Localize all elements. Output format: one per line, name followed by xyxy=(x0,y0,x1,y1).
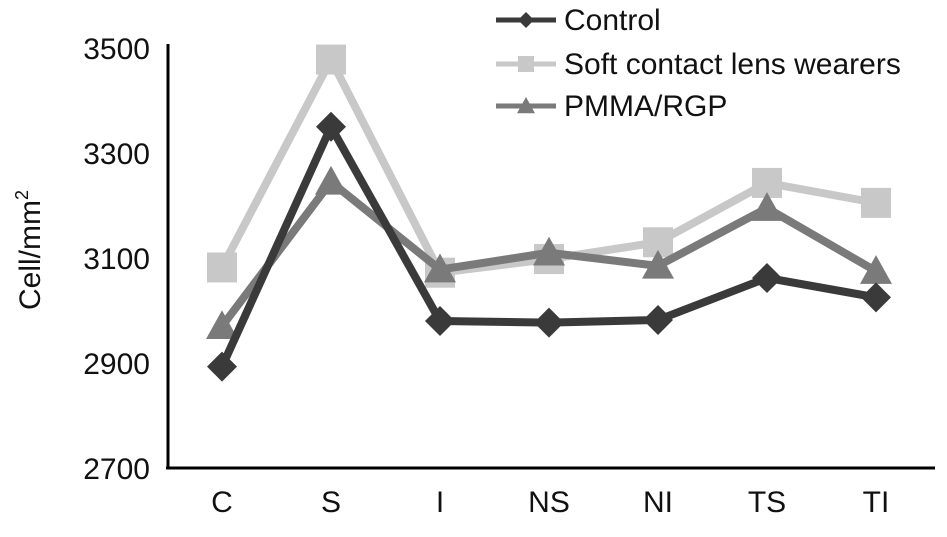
legend-label: Soft contact lens wearers xyxy=(564,48,901,81)
x-tick-label: NI xyxy=(643,486,673,519)
legend-swatch-marker xyxy=(518,56,534,72)
data-point xyxy=(315,165,347,195)
legend-swatch-marker xyxy=(517,97,535,114)
data-point xyxy=(206,310,238,340)
data-point xyxy=(534,307,564,338)
x-tick-label: TS xyxy=(748,486,786,519)
data-point xyxy=(316,111,346,142)
y-axis-title-text: Cell/mm xyxy=(14,200,47,310)
x-tick-label: TI xyxy=(863,486,890,519)
data-point xyxy=(424,253,456,283)
x-tick-labels: C S I NS NI TS TI xyxy=(211,486,889,519)
y-tick-label: 3500 xyxy=(83,33,150,66)
y-axis-title-superscript: 2 xyxy=(12,190,32,200)
y-tick-label: 2900 xyxy=(83,348,150,381)
y-tick-label: 3100 xyxy=(83,243,150,276)
data-point xyxy=(207,252,237,283)
data-point xyxy=(861,187,891,218)
legend: Control Soft contact lens wearers PMMA/RGP xyxy=(496,4,901,123)
data-point xyxy=(642,249,674,279)
data-point xyxy=(207,351,237,382)
data-point xyxy=(752,262,782,293)
legend-label: PMMA/RGP xyxy=(564,90,727,123)
legend-entry: Control xyxy=(496,4,661,37)
legend-entry: Soft contact lens wearers xyxy=(496,48,901,81)
y-tick-label: 3300 xyxy=(83,138,150,171)
data-point xyxy=(860,255,892,284)
data-point xyxy=(425,306,455,336)
legend-entry: PMMA/RGP xyxy=(496,90,727,123)
axes xyxy=(166,44,935,470)
data-point xyxy=(751,192,783,221)
data-point xyxy=(533,236,565,266)
y-tick-labels: 2700 2900 3100 3300 3500 xyxy=(83,33,150,486)
series-diamond xyxy=(207,111,891,382)
data-point xyxy=(861,282,891,313)
data-point xyxy=(643,304,673,335)
x-tick-label: NS xyxy=(528,486,570,519)
series-lines xyxy=(206,44,892,382)
data-point xyxy=(316,44,346,75)
x-tick-label: I xyxy=(436,486,444,519)
x-tick-label: C xyxy=(211,486,233,519)
legend-swatch-marker xyxy=(518,12,534,28)
series-triangle xyxy=(206,165,892,340)
legend-label: Control xyxy=(564,4,661,37)
y-tick-label: 2700 xyxy=(83,453,150,486)
y-axis-title: Cell/mm2 xyxy=(12,190,47,310)
x-tick-label: S xyxy=(321,486,341,519)
